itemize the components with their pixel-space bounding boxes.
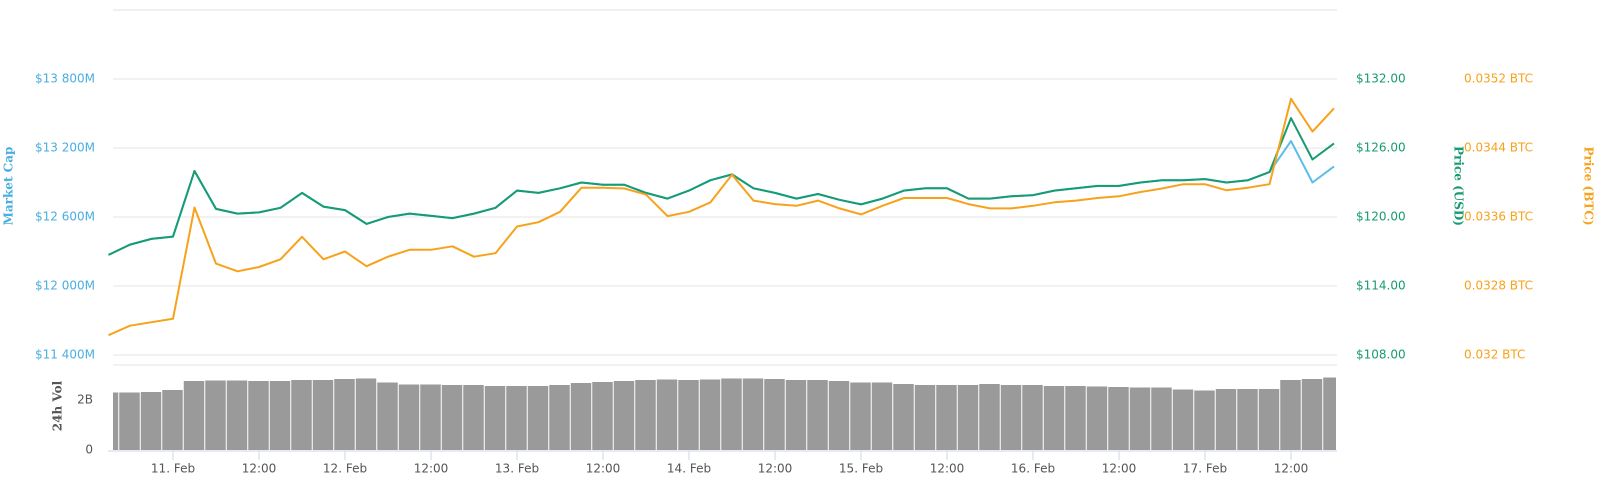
x-tick-label: 12:00 xyxy=(930,462,965,476)
volume-bar xyxy=(140,392,162,450)
volume-bar xyxy=(291,380,312,450)
volume-bar xyxy=(1108,387,1129,450)
volume-bar xyxy=(1000,385,1022,450)
volume-bar xyxy=(377,382,398,450)
volume-bar xyxy=(785,380,807,450)
volume-bar xyxy=(269,381,291,450)
x-tick-label: 12:00 xyxy=(242,462,277,476)
volume-bar xyxy=(699,379,721,450)
x-tick-label: 12:00 xyxy=(1102,462,1137,476)
volume-bar xyxy=(312,380,334,450)
volume-bar xyxy=(678,380,699,450)
volume-bar xyxy=(463,385,484,450)
y4-tick-label: 2B xyxy=(77,393,93,407)
volume-bar xyxy=(635,380,656,450)
y-tick-label: $13 200M xyxy=(35,141,95,155)
y-axis-title: Market Cap xyxy=(2,147,16,226)
y3-tick-label: 0.0328 BTC xyxy=(1464,279,1533,293)
volume-bar xyxy=(1194,390,1215,450)
volume-bar xyxy=(162,390,183,450)
volume-bar xyxy=(592,382,613,450)
y-tick-label: $11 400M xyxy=(35,348,95,362)
volume-bar xyxy=(936,385,957,450)
volume-bar xyxy=(979,384,1000,450)
volume-bar xyxy=(549,385,570,450)
volume-bar xyxy=(1086,386,1108,450)
x-tick-label: 13. Feb xyxy=(495,462,539,476)
series-line xyxy=(108,140,1335,256)
volume-bar xyxy=(441,385,463,450)
volume-bar xyxy=(957,385,979,450)
volume-bar xyxy=(527,386,549,450)
volume-bar xyxy=(205,380,226,450)
series-line xyxy=(108,97,1335,337)
x-tick-label: 12:00 xyxy=(414,462,449,476)
volume-bar xyxy=(656,379,678,450)
volume-bar xyxy=(1172,389,1194,450)
volume-bar xyxy=(742,378,764,450)
volume-bar xyxy=(764,379,785,450)
y3-tick-label: 0.032 BTC xyxy=(1464,348,1525,362)
y2-tick-label: $132.00 xyxy=(1356,72,1406,86)
volume-bar xyxy=(807,380,828,450)
volume-bar xyxy=(484,386,506,450)
volume-bar xyxy=(248,381,269,450)
volume-bar xyxy=(570,383,592,450)
volume-bar xyxy=(1280,380,1301,450)
volume-bar xyxy=(1043,386,1065,450)
volume-bar xyxy=(1258,389,1280,450)
y3-tick-label: 0.0352 BTC xyxy=(1464,72,1533,86)
x-tick-label: 12. Feb xyxy=(323,462,367,476)
volume-bar xyxy=(355,378,377,450)
volume-bar xyxy=(613,381,635,450)
volume-bar xyxy=(226,380,248,450)
y4-tick-label: 0 xyxy=(85,443,93,457)
volume-bar xyxy=(871,382,893,450)
y2-tick-label: $120.00 xyxy=(1356,210,1406,224)
volume-bar xyxy=(334,379,355,450)
volume-bar xyxy=(1065,386,1086,450)
volume-bar xyxy=(893,384,914,450)
x-tick-label: 12:00 xyxy=(758,462,793,476)
volume-bar xyxy=(828,381,850,450)
y-tick-label: $13 800M xyxy=(35,72,95,86)
volume-bar xyxy=(850,382,871,450)
volume-bar xyxy=(1237,389,1258,450)
y2-axis-title: Price (USD) xyxy=(1452,146,1466,226)
x-tick-label: 16. Feb xyxy=(1011,462,1055,476)
x-tick-label: 11. Feb xyxy=(151,462,195,476)
x-tick-label: 12:00 xyxy=(1274,462,1309,476)
volume-bar xyxy=(721,378,742,450)
x-tick-label: 15. Feb xyxy=(839,462,883,476)
y3-tick-label: 0.0336 BTC xyxy=(1464,210,1533,224)
x-tick-label: 17. Feb xyxy=(1183,462,1227,476)
volume-bar xyxy=(1129,387,1151,450)
volume-bar xyxy=(1151,387,1172,450)
y-tick-label: $12 000M xyxy=(35,279,95,293)
volume-bar xyxy=(113,392,119,450)
volume-bar xyxy=(119,392,140,450)
y2-tick-label: $126.00 xyxy=(1356,141,1406,155)
x-tick-label: 12:00 xyxy=(586,462,621,476)
series-line xyxy=(108,117,1335,256)
volume-bar xyxy=(1022,385,1043,450)
volume-bar xyxy=(1215,389,1237,450)
volume-bar xyxy=(398,384,420,450)
volume-bar xyxy=(914,385,936,450)
y2-tick-label: $108.00 xyxy=(1356,348,1406,362)
y3-axis-title: Price (BTC) xyxy=(1582,146,1596,225)
y2-tick-label: $114.00 xyxy=(1356,279,1406,293)
y4-axis-title: 24h Vol xyxy=(51,380,65,431)
x-tick-label: 14. Feb xyxy=(667,462,711,476)
volume-bar xyxy=(1301,379,1323,450)
volume-bar xyxy=(1323,377,1336,450)
volume-bar xyxy=(506,386,527,450)
volume-bar xyxy=(183,381,205,450)
volume-bar xyxy=(420,384,441,450)
y-tick-label: $12 600M xyxy=(35,210,95,224)
y3-tick-label: 0.0344 BTC xyxy=(1464,141,1533,155)
